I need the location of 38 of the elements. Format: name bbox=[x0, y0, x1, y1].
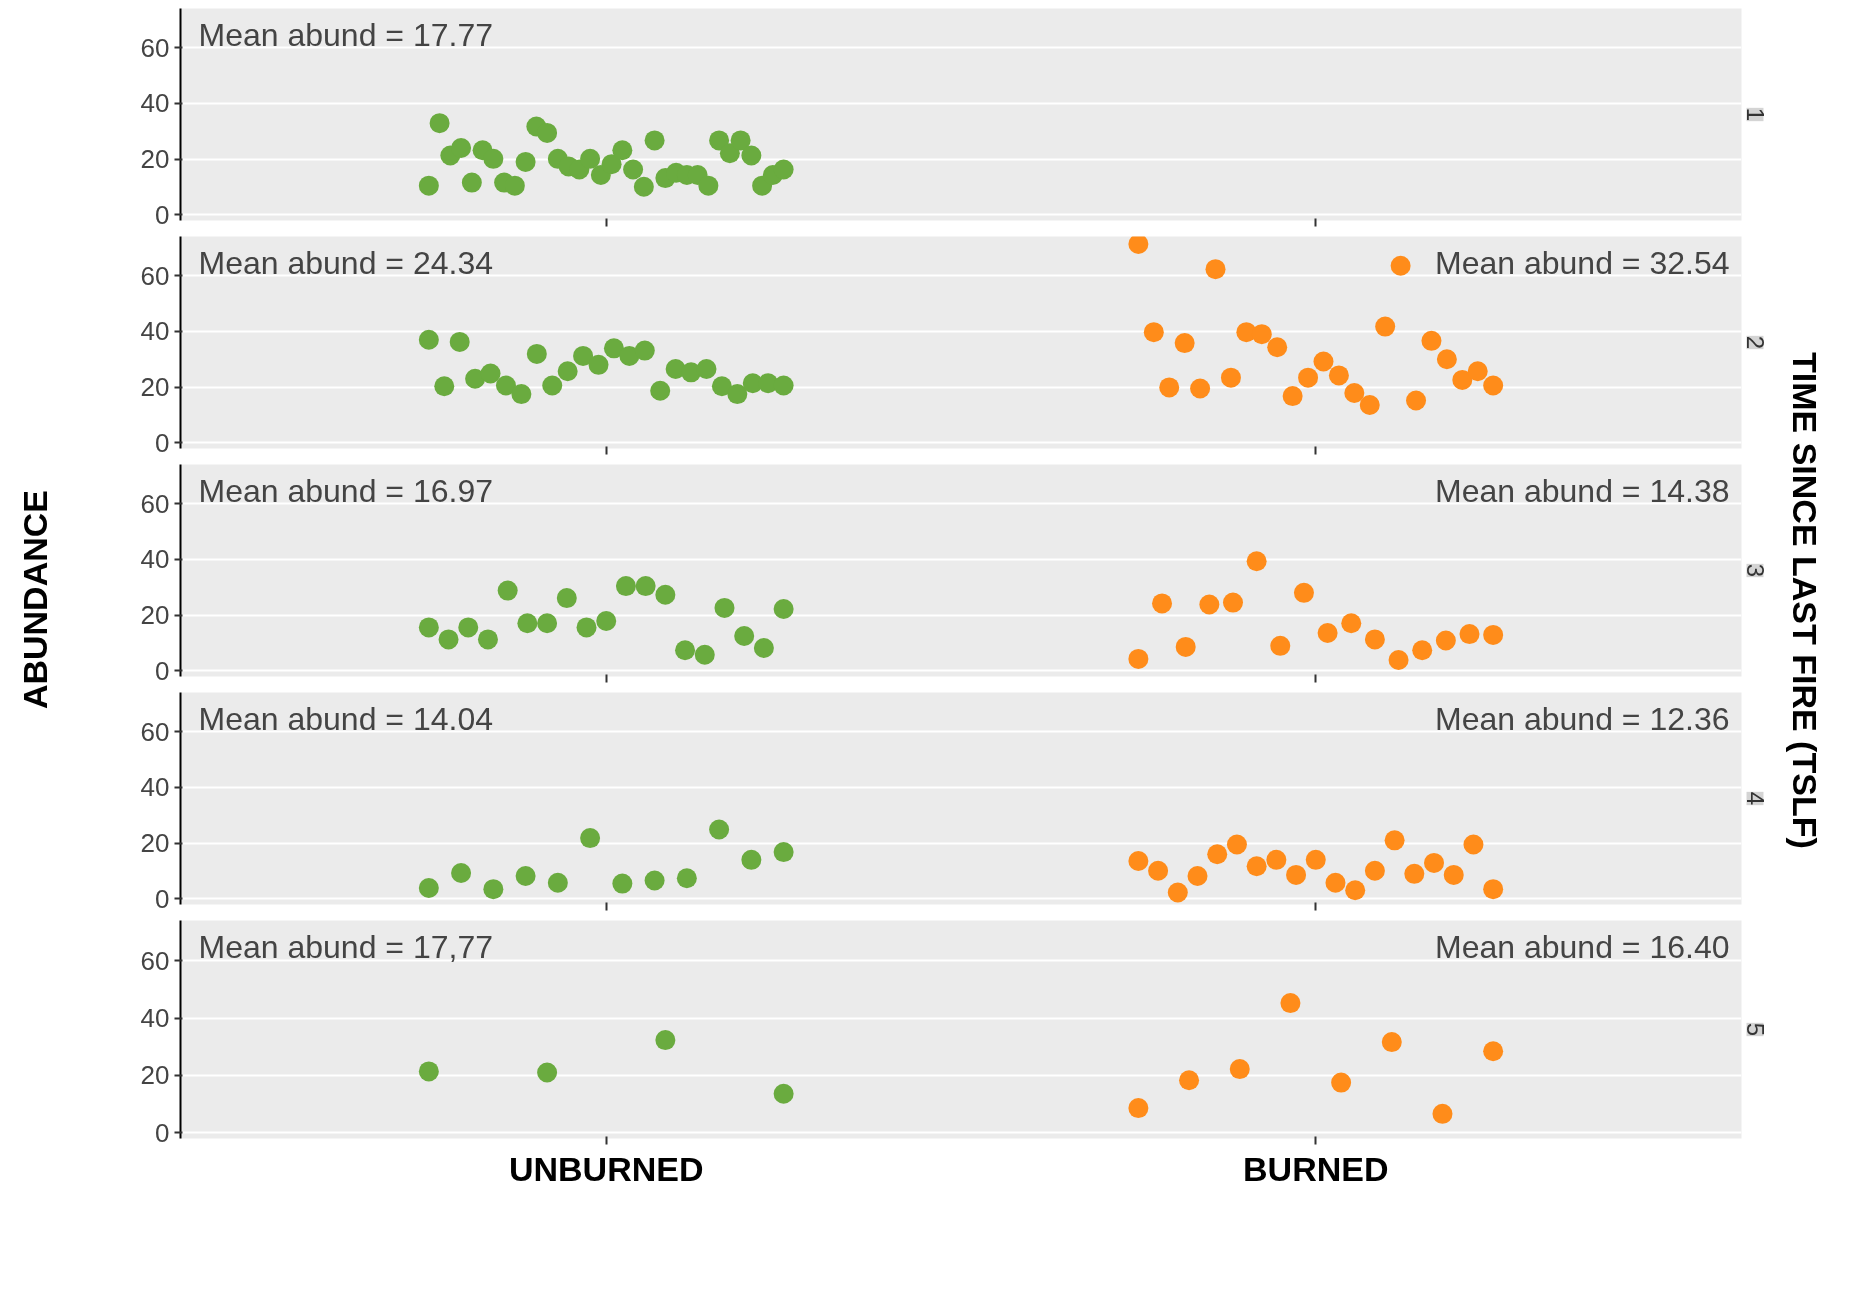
y-tick-label: 0 bbox=[155, 655, 170, 686]
y-tick-label: 0 bbox=[155, 1117, 170, 1148]
y-tick-label: 20 bbox=[140, 372, 170, 403]
annotation: Mean abund = 24.34 bbox=[198, 244, 493, 281]
y-tick-label: 40 bbox=[140, 544, 170, 575]
annotation: Mean abund = 14.04 bbox=[198, 700, 493, 737]
y-tick-label: 60 bbox=[140, 716, 170, 747]
annotation: Mean abund = 17,77 bbox=[198, 928, 493, 965]
annotation: Mean abund = 16.40 bbox=[1435, 928, 1730, 965]
x-tick-label: UNBURNED bbox=[508, 1149, 704, 1188]
y-tick-label: 0 bbox=[155, 883, 170, 914]
y-tick-label: 40 bbox=[140, 316, 170, 347]
text: 3 bbox=[1741, 563, 1769, 578]
y-tick-label: 40 bbox=[140, 1003, 170, 1034]
y-tick-label: 60 bbox=[140, 945, 170, 976]
annotation: Mean abund = 32.54 bbox=[1435, 244, 1730, 281]
annotation: Mean abund = 17.77 bbox=[198, 16, 493, 53]
y-axis-title: ABUNDANCE bbox=[14, 490, 55, 710]
y-tick-label: 20 bbox=[140, 600, 170, 631]
text: 1 bbox=[1741, 107, 1769, 122]
y-tick-label: 0 bbox=[155, 199, 170, 230]
y-tick-label: 40 bbox=[140, 88, 170, 119]
text: 2 bbox=[1741, 335, 1769, 350]
y-tick-label: 20 bbox=[140, 1060, 170, 1091]
text: 5 bbox=[1741, 1022, 1769, 1037]
x-tick-label: BURNED bbox=[1243, 1149, 1389, 1188]
annotation: Mean abund = 12.36 bbox=[1435, 700, 1730, 737]
y-tick-label: 60 bbox=[140, 32, 170, 63]
y-tick-label: 60 bbox=[140, 488, 170, 519]
y2-axis-title: TIME SINCE LAST FIRE (TSLF) bbox=[1785, 351, 1826, 849]
y-tick-label: 20 bbox=[140, 144, 170, 175]
text: 4 bbox=[1741, 791, 1769, 806]
annotation: Mean abund = 14.38 bbox=[1435, 472, 1730, 509]
y-tick-label: 20 bbox=[140, 828, 170, 859]
y-tick-label: 60 bbox=[140, 260, 170, 291]
y-tick-label: 0 bbox=[155, 427, 170, 458]
y-tick-label: 40 bbox=[140, 772, 170, 803]
annotation: Mean abund = 16.97 bbox=[198, 472, 493, 509]
